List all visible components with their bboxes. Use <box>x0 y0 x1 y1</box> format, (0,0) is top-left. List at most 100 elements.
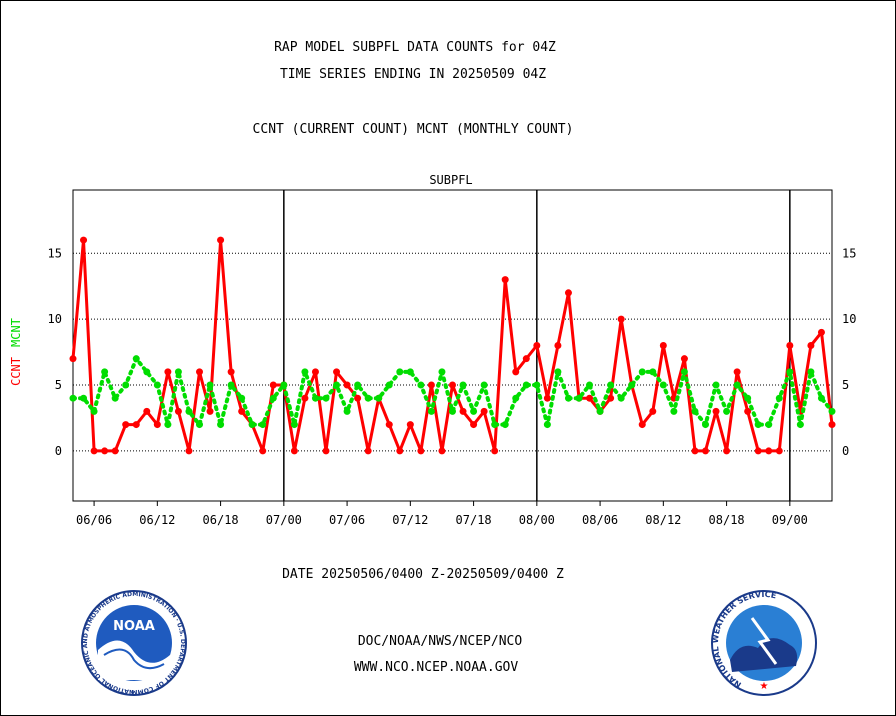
data-point-ccnt <box>501 276 509 284</box>
y-tick-label-right: 0 <box>842 444 849 458</box>
data-point-mcnt <box>712 381 720 389</box>
data-point-ccnt <box>174 407 182 415</box>
data-point-ccnt <box>354 394 362 402</box>
data-point-mcnt <box>333 381 341 389</box>
data-point-mcnt <box>480 381 488 389</box>
data-point-mcnt <box>533 381 541 389</box>
y-tick-label-right: 15 <box>842 246 856 260</box>
data-point-mcnt <box>153 381 161 389</box>
data-point-mcnt <box>786 368 794 376</box>
data-point-ccnt <box>427 381 435 389</box>
data-point-mcnt <box>185 407 193 415</box>
y-tick-label-left: 15 <box>48 246 62 260</box>
x-tick-label: 06/18 <box>203 513 239 527</box>
data-point-mcnt <box>828 407 836 415</box>
data-point-mcnt <box>564 394 572 402</box>
data-point-ccnt <box>259 447 267 455</box>
data-point-ccnt <box>733 368 741 376</box>
data-point-ccnt <box>301 394 309 402</box>
y-tick-label-left: 5 <box>55 378 62 392</box>
header-line-2: TIME SERIES ENDING IN 20250509 04Z <box>280 67 546 82</box>
data-point-ccnt <box>343 381 351 389</box>
data-point-ccnt <box>227 368 235 376</box>
data-point-mcnt <box>427 407 435 415</box>
data-point-ccnt <box>101 447 109 455</box>
data-point-ccnt <box>90 447 98 455</box>
data-point-mcnt <box>733 381 741 389</box>
data-point-ccnt <box>564 289 572 297</box>
y-axis-label-mcnt: MCNT <box>9 318 23 347</box>
header-line-3: CCNT (CURRENT COUNT) MCNT (MONTHLY COUNT… <box>253 122 574 137</box>
data-point-ccnt <box>385 421 393 429</box>
data-point-mcnt <box>132 355 140 363</box>
data-point-ccnt <box>744 407 752 415</box>
x-tick-label: 06/06 <box>76 513 112 527</box>
data-point-mcnt <box>101 368 109 376</box>
data-point-ccnt <box>217 236 225 244</box>
data-point-mcnt <box>554 368 562 376</box>
noaa-ring-text: NATIONAL OCEANIC AND ATMOSPHERIC ADMINIS… <box>0 0 186 695</box>
series-line-ccnt <box>71 238 834 453</box>
noaa-logo-text: NOAA <box>113 619 155 634</box>
data-point-mcnt <box>575 394 583 402</box>
data-point-mcnt <box>90 407 98 415</box>
data-point-mcnt <box>659 381 667 389</box>
data-point-ccnt <box>69 355 77 363</box>
data-point-mcnt <box>143 368 151 376</box>
data-point-ccnt <box>417 447 425 455</box>
data-point-ccnt <box>122 421 130 429</box>
data-point-ccnt <box>817 328 825 336</box>
data-point-mcnt <box>607 381 615 389</box>
data-point-mcnt <box>522 381 530 389</box>
data-point-ccnt <box>807 342 815 349</box>
nws-logo: ★ NATIONAL WEATHER SERVICE <box>711 590 817 696</box>
data-point-ccnt <box>480 407 488 415</box>
data-point-mcnt <box>322 394 330 402</box>
data-point-mcnt <box>775 394 783 402</box>
data-point-mcnt <box>80 394 88 402</box>
data-point-ccnt <box>406 421 414 429</box>
data-point-mcnt <box>417 381 425 389</box>
x-tick-label: 08/06 <box>582 513 618 527</box>
data-point-ccnt <box>132 421 140 429</box>
data-point-ccnt <box>311 368 319 376</box>
data-point-ccnt <box>775 447 783 455</box>
nws-star-icon: ★ <box>760 681 769 692</box>
data-point-ccnt <box>153 421 161 429</box>
data-point-mcnt <box>217 421 225 429</box>
x-tick-label: 08/12 <box>645 513 681 527</box>
data-point-ccnt <box>491 447 499 455</box>
data-point-mcnt <box>227 381 235 389</box>
data-point-ccnt <box>617 315 625 323</box>
data-point-ccnt <box>754 447 762 455</box>
data-point-mcnt <box>206 381 214 389</box>
chart-title: SUBPFL <box>429 173 472 187</box>
data-point-ccnt <box>396 447 404 455</box>
data-point-mcnt <box>754 421 762 429</box>
data-point-ccnt <box>533 342 541 349</box>
y-tick-label-left: 10 <box>48 312 62 326</box>
x-tick-label: 09/00 <box>772 513 808 527</box>
data-point-mcnt <box>269 394 277 402</box>
data-point-mcnt <box>680 368 688 376</box>
plot-border <box>72 189 833 502</box>
header-line-1: RAP MODEL SUBPFL DATA COUNTS for 04Z <box>274 40 556 55</box>
data-point-ccnt <box>185 447 193 455</box>
data-point-mcnt <box>796 421 804 429</box>
data-point-mcnt <box>248 421 256 429</box>
data-point-ccnt <box>649 407 657 415</box>
data-point-mcnt <box>385 381 393 389</box>
data-point-ccnt <box>512 368 520 376</box>
data-point-ccnt <box>522 355 530 363</box>
data-point-ccnt <box>659 342 667 349</box>
y-tick-label-right: 5 <box>842 378 849 392</box>
data-point-ccnt <box>638 421 646 429</box>
data-point-ccnt <box>269 381 277 389</box>
data-point-ccnt <box>586 394 594 402</box>
data-point-ccnt <box>786 342 794 349</box>
data-point-mcnt <box>354 381 362 389</box>
data-point-ccnt <box>702 447 709 455</box>
x-tick-label: 07/00 <box>266 513 302 527</box>
data-point-ccnt <box>80 236 88 244</box>
data-point-ccnt <box>196 368 203 376</box>
